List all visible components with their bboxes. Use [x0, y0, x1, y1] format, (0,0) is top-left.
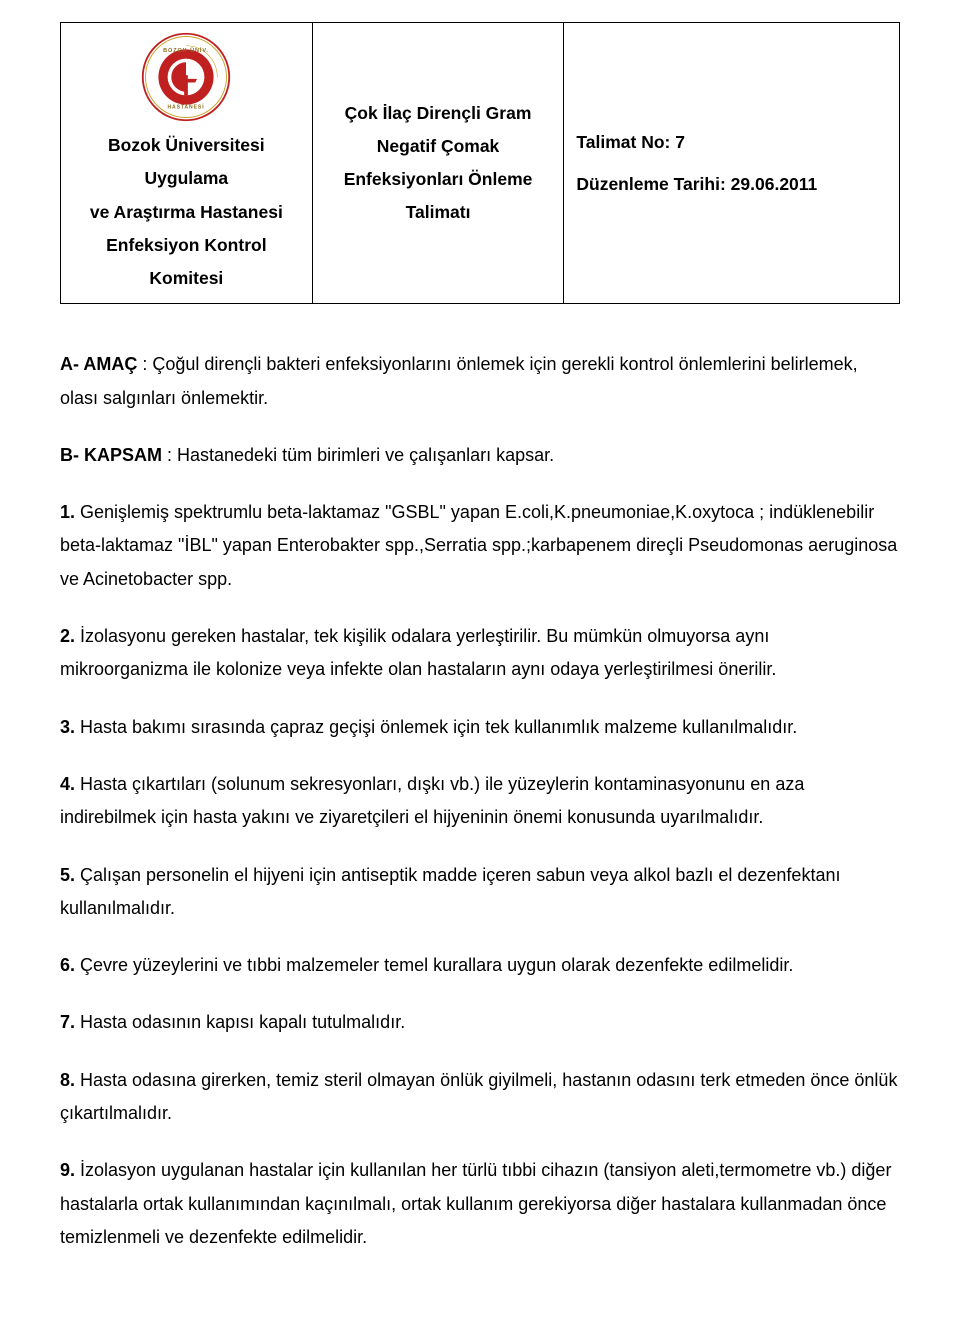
list-item: 6. Çevre yüzeylerini ve tıbbi malzemeler… [60, 949, 900, 982]
list-item: 2. İzolasyonu gereken hastalar, tek kişi… [60, 620, 900, 687]
doc-title-line: Talimatı [325, 196, 552, 229]
item-text: İzolasyonu gereken hastalar, tek kişilik… [60, 626, 776, 679]
header-meta-cell: Talimat No: 7 Düzenleme Tarihi: 29.06.20… [564, 23, 900, 304]
item-text: Çalışan personelin el hijyeni için antis… [60, 865, 840, 918]
doc-title-line: Enfeksiyonları Önleme [325, 163, 552, 196]
item-number: 8. [60, 1070, 75, 1090]
document-page: BOZOK ÜNİV. HASTANESİ Bozok Üniversitesi… [0, 0, 960, 1318]
item-text: Genişlemiş spektrumlu beta-laktamaz "GSB… [60, 502, 897, 589]
item-text: Çevre yüzeylerini ve tıbbi malzemeler te… [75, 955, 793, 975]
header-org-cell: BOZOK ÜNİV. HASTANESİ Bozok Üniversitesi… [61, 23, 313, 304]
list-item: 7. Hasta odasının kapısı kapalı tutulmal… [60, 1006, 900, 1039]
item-text: Hasta odasına girerken, temiz steril olm… [60, 1070, 897, 1123]
doc-number: Talimat No: 7 [576, 121, 887, 163]
doc-title-line: Negatif Çomak [325, 130, 552, 163]
item-text: İzolasyon uygulanan hastalar için kullan… [60, 1160, 891, 1247]
section-kapsam: B- KAPSAM : Hastanedeki tüm birimleri ve… [60, 439, 900, 472]
list-item: 1. Genişlemiş spektrumlu beta-laktamaz "… [60, 496, 900, 596]
svg-text:HASTANESİ: HASTANESİ [168, 103, 205, 110]
item-text: Hasta çıkartıları (solunum sekresyonları… [60, 774, 804, 827]
item-number: 7. [60, 1012, 75, 1032]
kapsam-label: B- KAPSAM [60, 445, 162, 465]
amac-text: : Çoğul dirençli bakteri enfeksiyonların… [60, 354, 858, 407]
header-table: BOZOK ÜNİV. HASTANESİ Bozok Üniversitesi… [60, 22, 900, 304]
section-amac: A- AMAÇ : Çoğul dirençli bakteri enfeksi… [60, 348, 900, 415]
item-number: 3. [60, 717, 75, 737]
list-item: 5. Çalışan personelin el hijyeni için an… [60, 859, 900, 926]
item-number: 4. [60, 774, 75, 794]
doc-title-line: Çok İlaç Dirençli Gram [325, 97, 552, 130]
org-line: Bozok Üniversitesi Uygulama [73, 129, 300, 196]
amac-label: A- AMAÇ [60, 354, 137, 374]
header-title-cell: Çok İlaç Dirençli Gram Negatif Çomak Enf… [312, 23, 564, 304]
list-item: 3. Hasta bakımı sırasında çapraz geçişi … [60, 711, 900, 744]
item-number: 5. [60, 865, 75, 885]
kapsam-text: : Hastanedeki tüm birimleri ve çalışanla… [162, 445, 554, 465]
item-number: 9. [60, 1160, 75, 1180]
org-line: Enfeksiyon Kontrol Komitesi [73, 229, 300, 296]
item-number: 1. [60, 502, 75, 522]
logo-container: BOZOK ÜNİV. HASTANESİ [73, 31, 300, 123]
svg-text:BOZOK ÜNİV.: BOZOK ÜNİV. [163, 47, 209, 54]
item-text: Hasta bakımı sırasında çapraz geçişi önl… [75, 717, 797, 737]
document-body: A- AMAÇ : Çoğul dirençli bakteri enfeksi… [60, 348, 900, 1254]
university-seal-icon: BOZOK ÜNİV. HASTANESİ [140, 31, 232, 123]
item-text: Hasta odasının kapısı kapalı tutulmalıdı… [75, 1012, 405, 1032]
list-item: 4. Hasta çıkartıları (solunum sekresyonl… [60, 768, 900, 835]
doc-date: Düzenleme Tarihi: 29.06.2011 [576, 163, 887, 205]
list-item: 9. İzolasyon uygulanan hastalar için kul… [60, 1154, 900, 1254]
list-item: 8. Hasta odasına girerken, temiz steril … [60, 1064, 900, 1131]
item-number: 6. [60, 955, 75, 975]
org-line: ve Araştırma Hastanesi [73, 196, 300, 229]
item-number: 2. [60, 626, 75, 646]
